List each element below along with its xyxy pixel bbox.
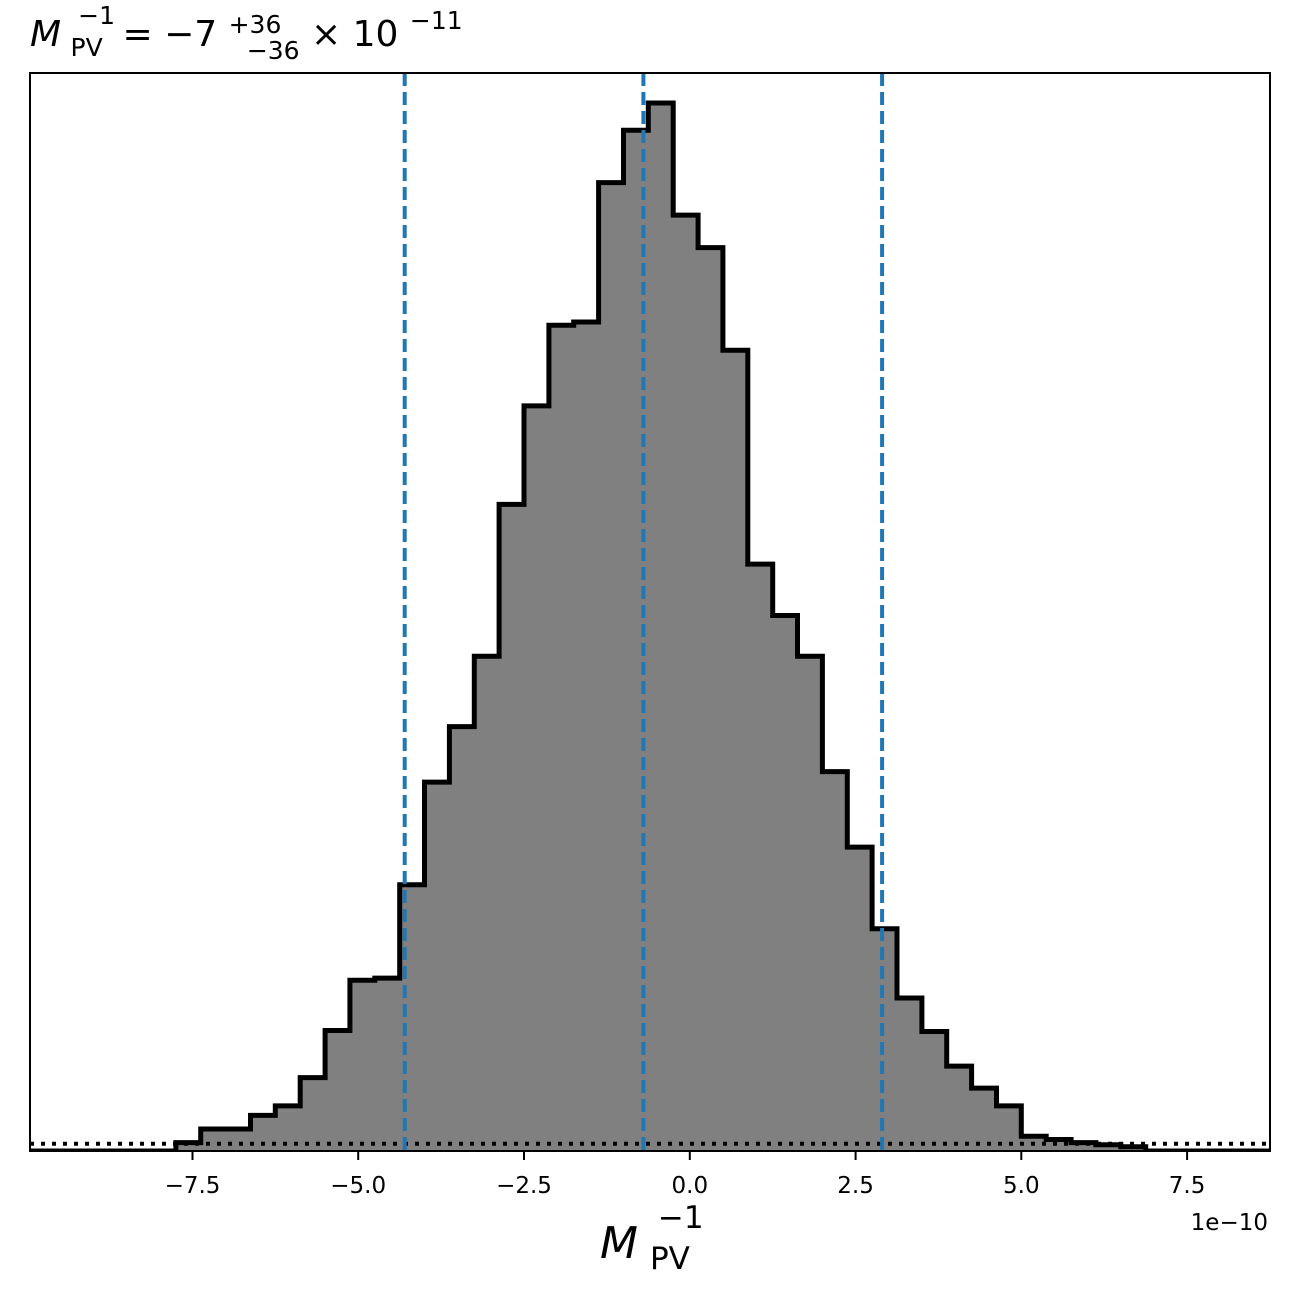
histogram-fill: [175, 103, 1146, 1151]
x-axis-label: M PV −1: [600, 1200, 704, 1280]
histogram-bar: [922, 1032, 947, 1152]
histogram-bar: [300, 1078, 325, 1151]
histogram-bar: [449, 727, 474, 1151]
histogram-bar: [325, 1031, 350, 1152]
histogram-bar: [201, 1129, 226, 1151]
histogram-bar: [773, 616, 798, 1152]
histogram-bar: [350, 980, 375, 1151]
plot-area: [30, 73, 1270, 1151]
histogram-bar: [648, 103, 673, 1151]
histogram-bar: [698, 248, 723, 1151]
histogram-bar: [599, 183, 624, 1151]
histogram-bar: [847, 847, 872, 1151]
histogram-bar: [748, 564, 773, 1151]
histogram-bar: [474, 656, 499, 1151]
histogram-bar: [822, 772, 847, 1151]
histogram-bar: [226, 1129, 251, 1151]
x-tick-label: 2.5: [837, 1173, 874, 1199]
histogram-bar: [549, 325, 574, 1151]
histogram-bar: [798, 656, 823, 1151]
x-tick-label: 0.0: [672, 1173, 709, 1199]
histogram-bar: [425, 782, 450, 1151]
histogram-bar: [972, 1088, 997, 1151]
histogram-bar: [897, 998, 922, 1151]
histogram-bar: [524, 406, 549, 1151]
x-tick-label: −2.5: [496, 1173, 552, 1199]
histogram-bar: [673, 215, 698, 1151]
x-axis-ticks: −7.5 −5.0 −2.5 0.0 2.5 5.0 7.5: [165, 1151, 1206, 1199]
histogram-bar: [499, 504, 524, 1151]
quantile-lines: [402, 73, 885, 1151]
x-tick-label: 5.0: [1003, 1173, 1040, 1199]
histogram-outline: [30, 100, 1270, 1151]
histogram-bars: [176, 103, 1146, 1151]
x-tick-label: 7.5: [1169, 1173, 1206, 1199]
x-tick-label: −7.5: [165, 1173, 221, 1199]
histogram-bar: [872, 929, 897, 1151]
histogram-bar: [574, 322, 599, 1151]
chart-title: M PV −1 = −7 +36 −36 × 10 −11: [30, 0, 463, 68]
x-tick-label: −5.0: [330, 1173, 386, 1199]
histogram-bar: [947, 1066, 972, 1151]
histogram-bar: [375, 978, 400, 1151]
x-offset-label: 1e−10: [1191, 1210, 1268, 1236]
axes-frame: [29, 72, 1271, 1152]
histogram-bar: [723, 350, 748, 1151]
